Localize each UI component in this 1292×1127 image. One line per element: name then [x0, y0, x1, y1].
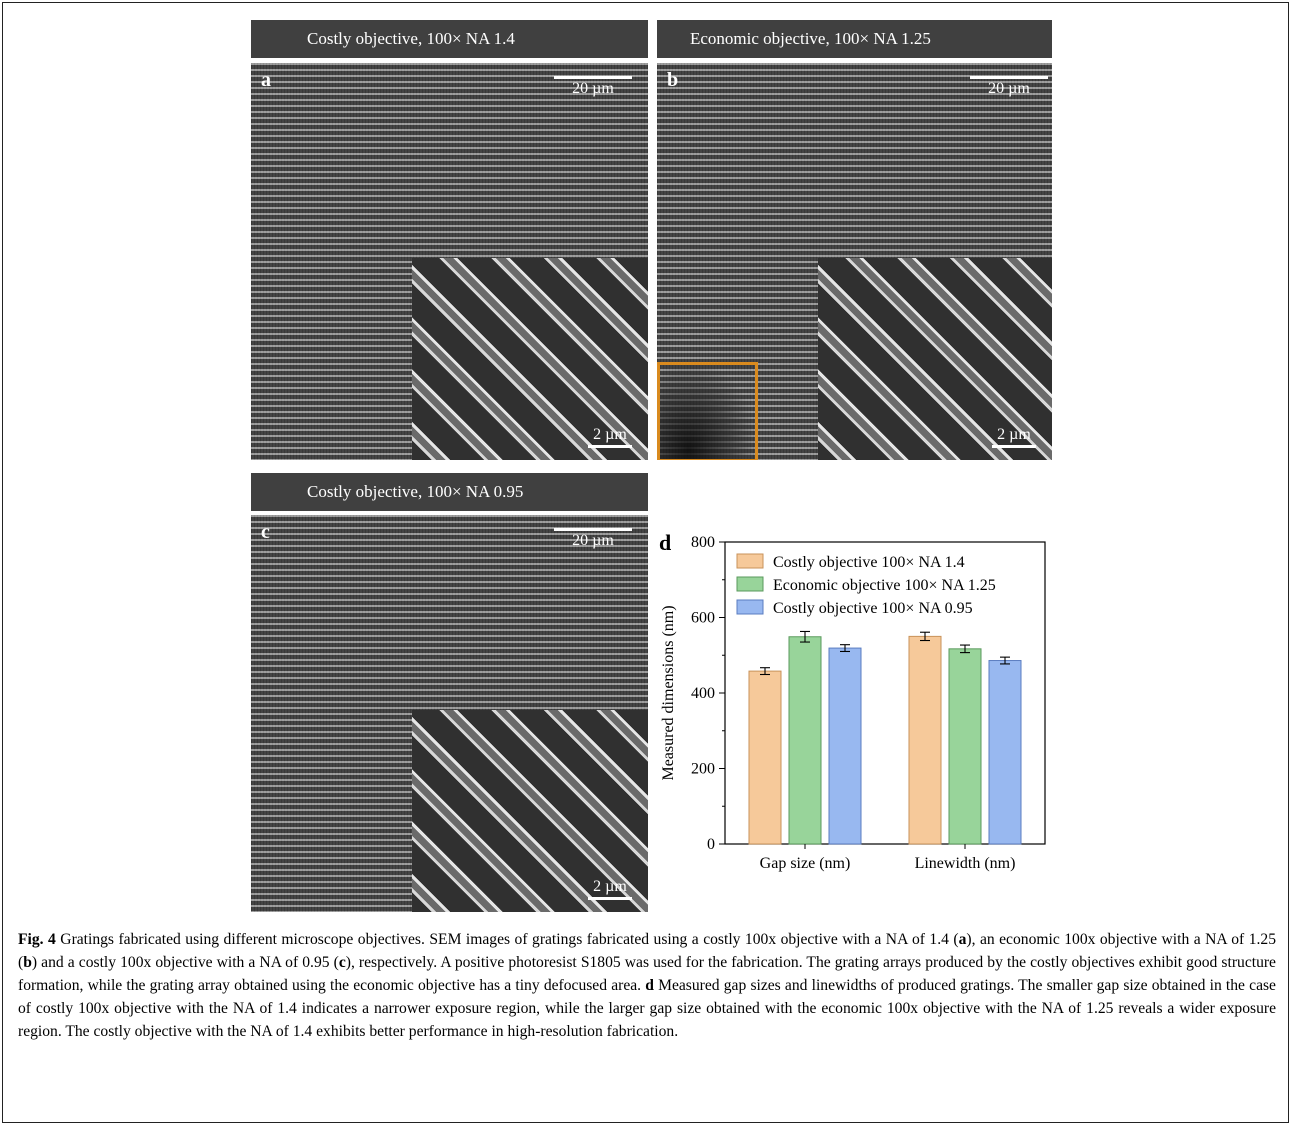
- x-tick-label: Linewidth (nm): [915, 855, 1016, 872]
- panel-b-header-text: Economic objective, 100× NA 1.25: [690, 29, 931, 48]
- chart-d: d 0 200 400 600 800 Measured dimensions (nm) Ga…: [655, 528, 1075, 888]
- legend-swatch: [736, 576, 764, 592]
- panel-label-d: d: [659, 530, 671, 555]
- legend-label: Economic objective 100× NA 1.25: [773, 577, 996, 594]
- sem-image-c: 2 µm c 20 µm: [251, 515, 648, 912]
- inset-scale-bar-c: [588, 897, 632, 900]
- y-tick-label: 800: [691, 534, 715, 551]
- scale-label-b: 20 µm: [988, 80, 1030, 97]
- panel-label-c: c: [261, 521, 270, 543]
- inset-scale-label-c: 2 µm: [593, 878, 627, 895]
- legend-swatch: [736, 553, 764, 569]
- inset-scale-label-b: 2 µm: [997, 426, 1031, 443]
- sem-inset-c: 2 µm: [412, 710, 648, 912]
- scale-bar-a: [554, 76, 632, 79]
- caption-part-4: ), respectively. A positive photoresist …: [18, 954, 1276, 994]
- legend-label: Costly objective 100× NA 1.4: [773, 554, 965, 571]
- bar: [908, 635, 942, 845]
- caption-ref-d: d: [645, 977, 654, 994]
- figure-caption: Fig. 4 Gratings fabricated using differe…: [18, 928, 1276, 1043]
- bar-chart-svg: d 0 200 400 600 800 Measured dimensions (nm) Ga…: [659, 530, 1046, 872]
- sem-inset-a: 2 µm: [412, 258, 648, 460]
- sem-image-b: 2 µm b 20 µm: [657, 63, 1052, 460]
- caption-ref-a: a: [958, 931, 967, 948]
- panel-c-header-text: Costly objective, 100× NA 0.95: [307, 482, 524, 501]
- x-tick-label: Gap size (nm): [760, 855, 851, 872]
- y-axis-label: Measured dimensions (nm): [660, 605, 677, 780]
- scale-bar-b: [970, 76, 1048, 79]
- caption-part-5: Measured gap sizes and linewidths of pro…: [18, 977, 1276, 1040]
- inset-scale-bar-a: [588, 445, 632, 448]
- scale-label-a: 20 µm: [572, 80, 614, 97]
- legend-swatch: [736, 599, 764, 615]
- bar: [788, 636, 822, 845]
- panel-c-header: Costly objective, 100× NA 0.95: [251, 473, 648, 511]
- panel-a-header-text: Costly objective, 100× NA 1.4: [307, 29, 515, 48]
- y-tick-label: 400: [691, 685, 715, 702]
- bar: [748, 670, 782, 845]
- panel-label-a: a: [261, 69, 271, 91]
- panel-label-b: b: [667, 69, 679, 91]
- defocused-area-box: [657, 362, 758, 460]
- caption-part-2: ), an economic 100x objective with a NA …: [18, 931, 1277, 971]
- sem-image-a: 2 µm a 20 µm: [251, 63, 648, 460]
- scale-label-c: 20 µm: [572, 532, 614, 549]
- caption-part-1: Gratings fabricated using different micr…: [55, 931, 959, 948]
- scale-bar-c: [554, 528, 632, 531]
- inset-scale-bar-b: [992, 445, 1036, 448]
- bar: [988, 660, 1022, 845]
- legend-label: Costly objective 100× NA 0.95: [773, 600, 973, 617]
- caption-ref-b: b: [23, 954, 32, 971]
- y-tick-label: 0: [707, 836, 715, 853]
- caption-fig-label: Fig. 4: [18, 931, 56, 948]
- inset-scale-label-a: 2 µm: [593, 426, 627, 443]
- y-tick-label: 200: [691, 761, 715, 778]
- sem-inset-b: 2 µm: [818, 258, 1052, 460]
- caption-part-3: ) and a costly 100x objective with a NA …: [31, 954, 339, 971]
- bar: [948, 648, 982, 845]
- panel-a-header: Costly objective, 100× NA 1.4: [251, 20, 648, 58]
- bar: [828, 647, 862, 845]
- panel-b-header: Economic objective, 100× NA 1.25: [657, 20, 1052, 58]
- caption-ref-c: c: [338, 954, 346, 971]
- y-tick-label: 600: [691, 610, 715, 627]
